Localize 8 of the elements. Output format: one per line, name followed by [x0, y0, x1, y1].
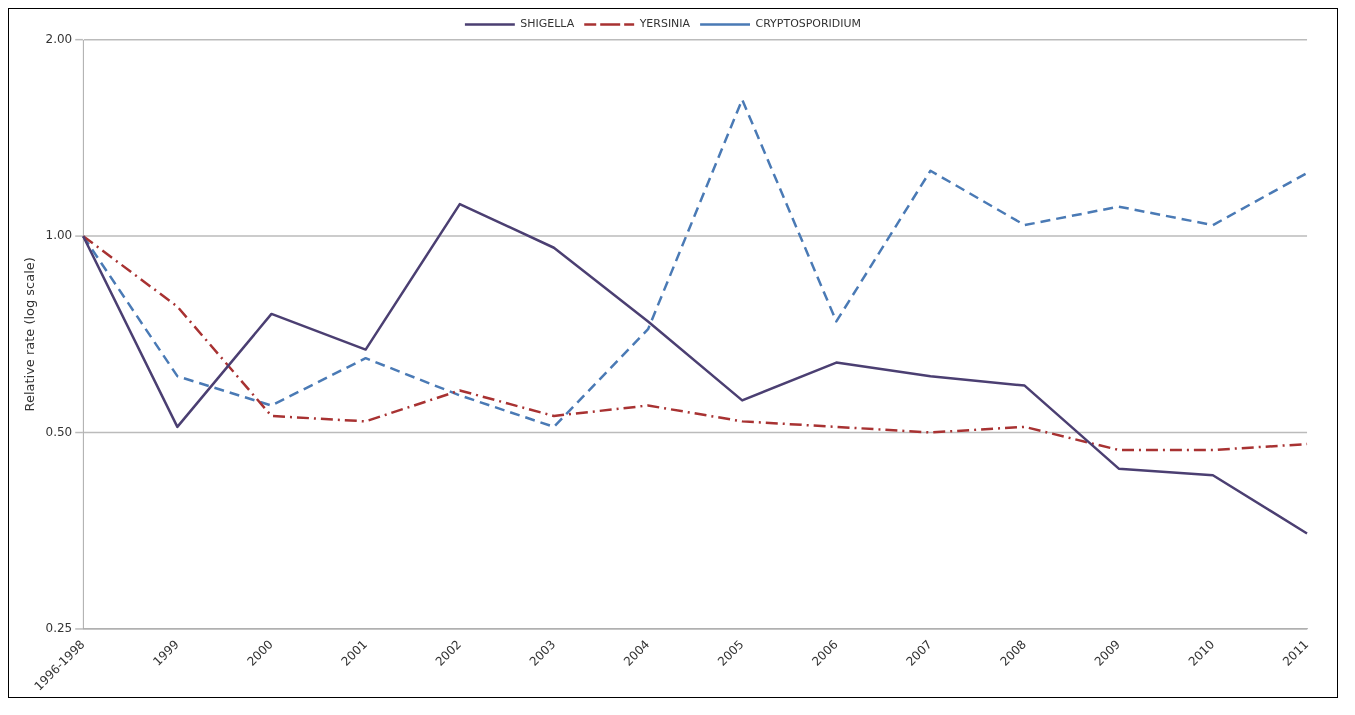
legend-label: SHIGELLA: [520, 17, 575, 31]
y-tick-label: 2.00: [45, 32, 73, 47]
y-axis-title: Relative rate (log scale): [22, 257, 38, 412]
legend-label: YERSINIA: [638, 17, 691, 31]
y-tick-label: 1.00: [45, 228, 73, 243]
legend-label: CRYPTOSPORIDIUM: [755, 17, 862, 31]
y-tick-label: 0.25: [45, 620, 73, 635]
y-tick-label: 0.50: [45, 424, 73, 439]
